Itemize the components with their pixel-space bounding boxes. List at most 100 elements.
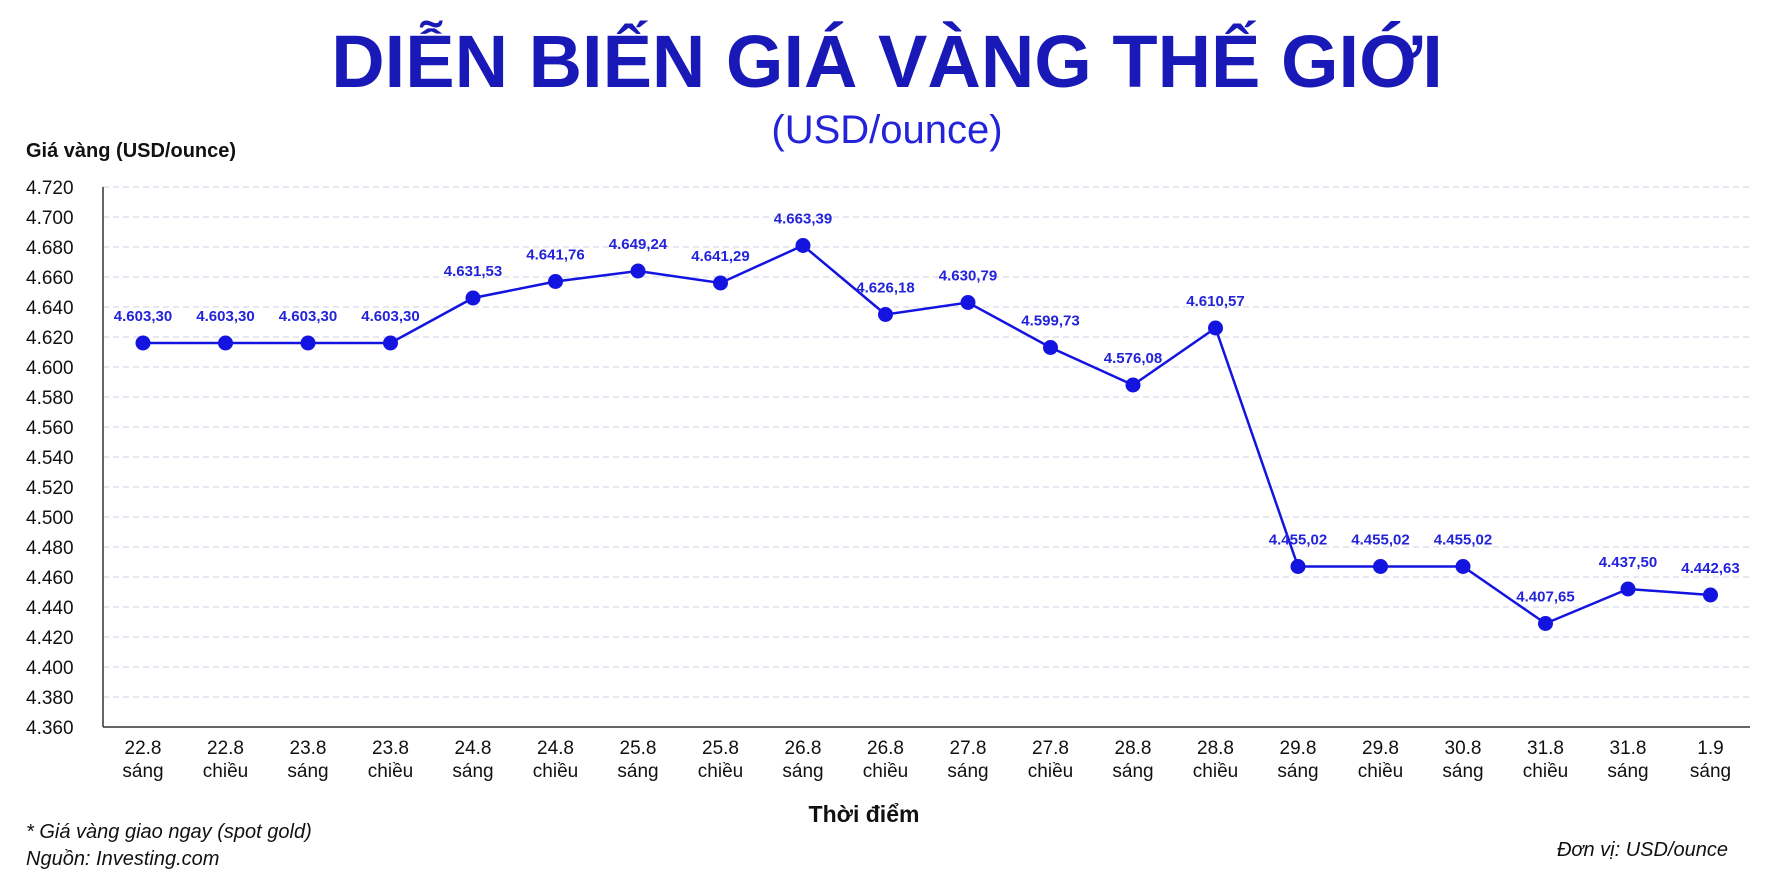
- data-label: 4.649,24: [609, 236, 668, 253]
- footnote: * Giá vàng giao ngay (spot gold): [26, 821, 312, 843]
- data-label: 4.610,57: [1186, 293, 1244, 310]
- x-tick-label: 25.8: [702, 738, 739, 759]
- y-tick-label: 4.700: [26, 208, 74, 229]
- y-axis-label: Giá vàng (USD/ounce): [26, 140, 236, 162]
- x-tick-sublabel: chiều: [863, 761, 908, 782]
- y-tick-labels: 4.360 4.380 4.400 4.420 4.440 4.460 4.480 4.500…: [26, 178, 74, 739]
- x-tick-label: 27.8: [950, 738, 987, 759]
- x-tick-label: 28.8: [1197, 738, 1234, 759]
- x-tick-sublabel: chiều: [1193, 761, 1238, 782]
- y-tick-label: 4.720: [26, 178, 74, 199]
- x-tick-label: 23.8: [372, 738, 409, 759]
- data-point: [1043, 340, 1058, 355]
- x-tick-label: 23.8: [290, 738, 327, 759]
- source-note: Nguồn: Investing.com: [26, 848, 219, 870]
- x-tick-label: 29.8: [1280, 738, 1317, 759]
- grid-lines: [103, 186, 1750, 698]
- x-tick-sublabel: sáng: [452, 761, 493, 782]
- x-tick-sublabel: chiều: [368, 761, 413, 782]
- x-tick-sublabel: chiều: [1028, 761, 1073, 782]
- x-tick-sublabel: chiều: [533, 761, 578, 782]
- data-label: 4.603,30: [196, 308, 254, 325]
- data-label: 4.576,08: [1104, 350, 1162, 367]
- x-tick-label: 31.8: [1527, 738, 1564, 759]
- data-label: 4.603,30: [114, 308, 172, 325]
- y-tick-label: 4.380: [26, 688, 74, 709]
- data-point: [135, 335, 151, 351]
- x-tick-sublabel: sáng: [1607, 761, 1648, 782]
- x-tick-label: 24.8: [455, 738, 492, 759]
- x-tick-label: 24.8: [537, 738, 574, 759]
- data-label: 4.407,65: [1516, 589, 1574, 606]
- x-tick-sublabel: chiều: [1358, 761, 1403, 782]
- data-label: 4.641,76: [526, 247, 584, 264]
- data-label: 4.663,39: [774, 211, 832, 228]
- x-tick-sublabel: sáng: [287, 761, 328, 782]
- x-tick-label: 1.9: [1697, 738, 1723, 759]
- data-point: [1208, 320, 1223, 336]
- chart-title: DIỄN BIẾN GIÁ VÀNG THẾ GIỚI: [331, 20, 1443, 103]
- y-tick-label: 4.640: [26, 298, 74, 319]
- y-tick-label: 4.420: [26, 628, 74, 649]
- data-labels: 4.603,30 4.603,30 4.603,30 4.603,30 4.631,53…: [114, 211, 1740, 606]
- data-point: [713, 275, 728, 291]
- data-point: [1455, 559, 1471, 574]
- data-label: 4.641,29: [691, 248, 749, 265]
- x-tick-label: 22.8: [125, 738, 162, 759]
- x-tick-sublabel: sáng: [782, 761, 823, 782]
- x-tick-label: 27.8: [1032, 738, 1069, 759]
- data-point: [1620, 581, 1636, 597]
- x-tick-sublabel: sáng: [1112, 761, 1153, 782]
- data-label: 4.603,30: [361, 308, 419, 325]
- y-tick-label: 4.540: [26, 448, 74, 469]
- data-label: 4.455,02: [1434, 532, 1492, 549]
- y-tick-label: 4.680: [26, 238, 74, 259]
- data-point: [383, 335, 398, 351]
- data-label: 4.631,53: [444, 263, 502, 280]
- y-tick-label: 4.520: [26, 478, 74, 499]
- x-tick-sublabel: sáng: [122, 761, 163, 782]
- x-tick-sublabel: sáng: [617, 761, 658, 782]
- x-tick-sublabel: sáng: [1277, 761, 1318, 782]
- data-point: [1125, 377, 1141, 393]
- x-tick-sublabel: chiều: [1523, 761, 1568, 782]
- x-tick-label: 26.8: [785, 738, 822, 759]
- data-point: [1538, 616, 1553, 631]
- data-label: 4.603,30: [279, 308, 337, 325]
- data-points: [135, 238, 1718, 631]
- data-label: 4.599,73: [1021, 313, 1079, 330]
- y-tick-label: 4.560: [26, 418, 74, 439]
- y-tick-label: 4.600: [26, 358, 74, 379]
- x-tick-label: 30.8: [1445, 738, 1482, 759]
- y-tick-label: 4.400: [26, 658, 74, 679]
- y-tick-label: 4.480: [26, 538, 74, 559]
- data-point: [878, 307, 893, 322]
- unit-note: Đơn vị: USD/ounce: [1557, 839, 1728, 861]
- y-tick-label: 4.500: [26, 508, 74, 529]
- x-tick-labels: 22.8sáng22.8chiều23.8sáng23.8chiều24.8sá…: [122, 738, 1731, 782]
- x-tick-sublabel: chiều: [698, 761, 743, 782]
- data-point: [960, 295, 976, 310]
- y-tick-label: 4.660: [26, 268, 74, 289]
- chart-subtitle: (USD/ounce): [771, 108, 1002, 152]
- x-tick-label: 29.8: [1362, 738, 1399, 759]
- data-point: [630, 263, 646, 279]
- data-label: 4.442,63: [1681, 560, 1739, 577]
- data-point: [795, 238, 811, 253]
- data-label: 4.455,02: [1351, 532, 1409, 549]
- x-tick-label: 28.8: [1115, 738, 1152, 759]
- data-point: [465, 290, 481, 306]
- y-tick-label: 4.460: [26, 568, 74, 589]
- data-point: [1290, 559, 1306, 574]
- y-tick-label: 4.360: [26, 718, 74, 739]
- data-point: [1703, 587, 1718, 603]
- series-line: [143, 244, 1711, 625]
- x-tick-sublabel: chiều: [203, 761, 248, 782]
- x-tick-label: 26.8: [867, 738, 904, 759]
- x-axis-label: Thời điểm: [809, 801, 920, 827]
- y-tick-label: 4.580: [26, 388, 74, 409]
- data-label: 4.455,02: [1269, 532, 1327, 549]
- data-point: [548, 274, 563, 289]
